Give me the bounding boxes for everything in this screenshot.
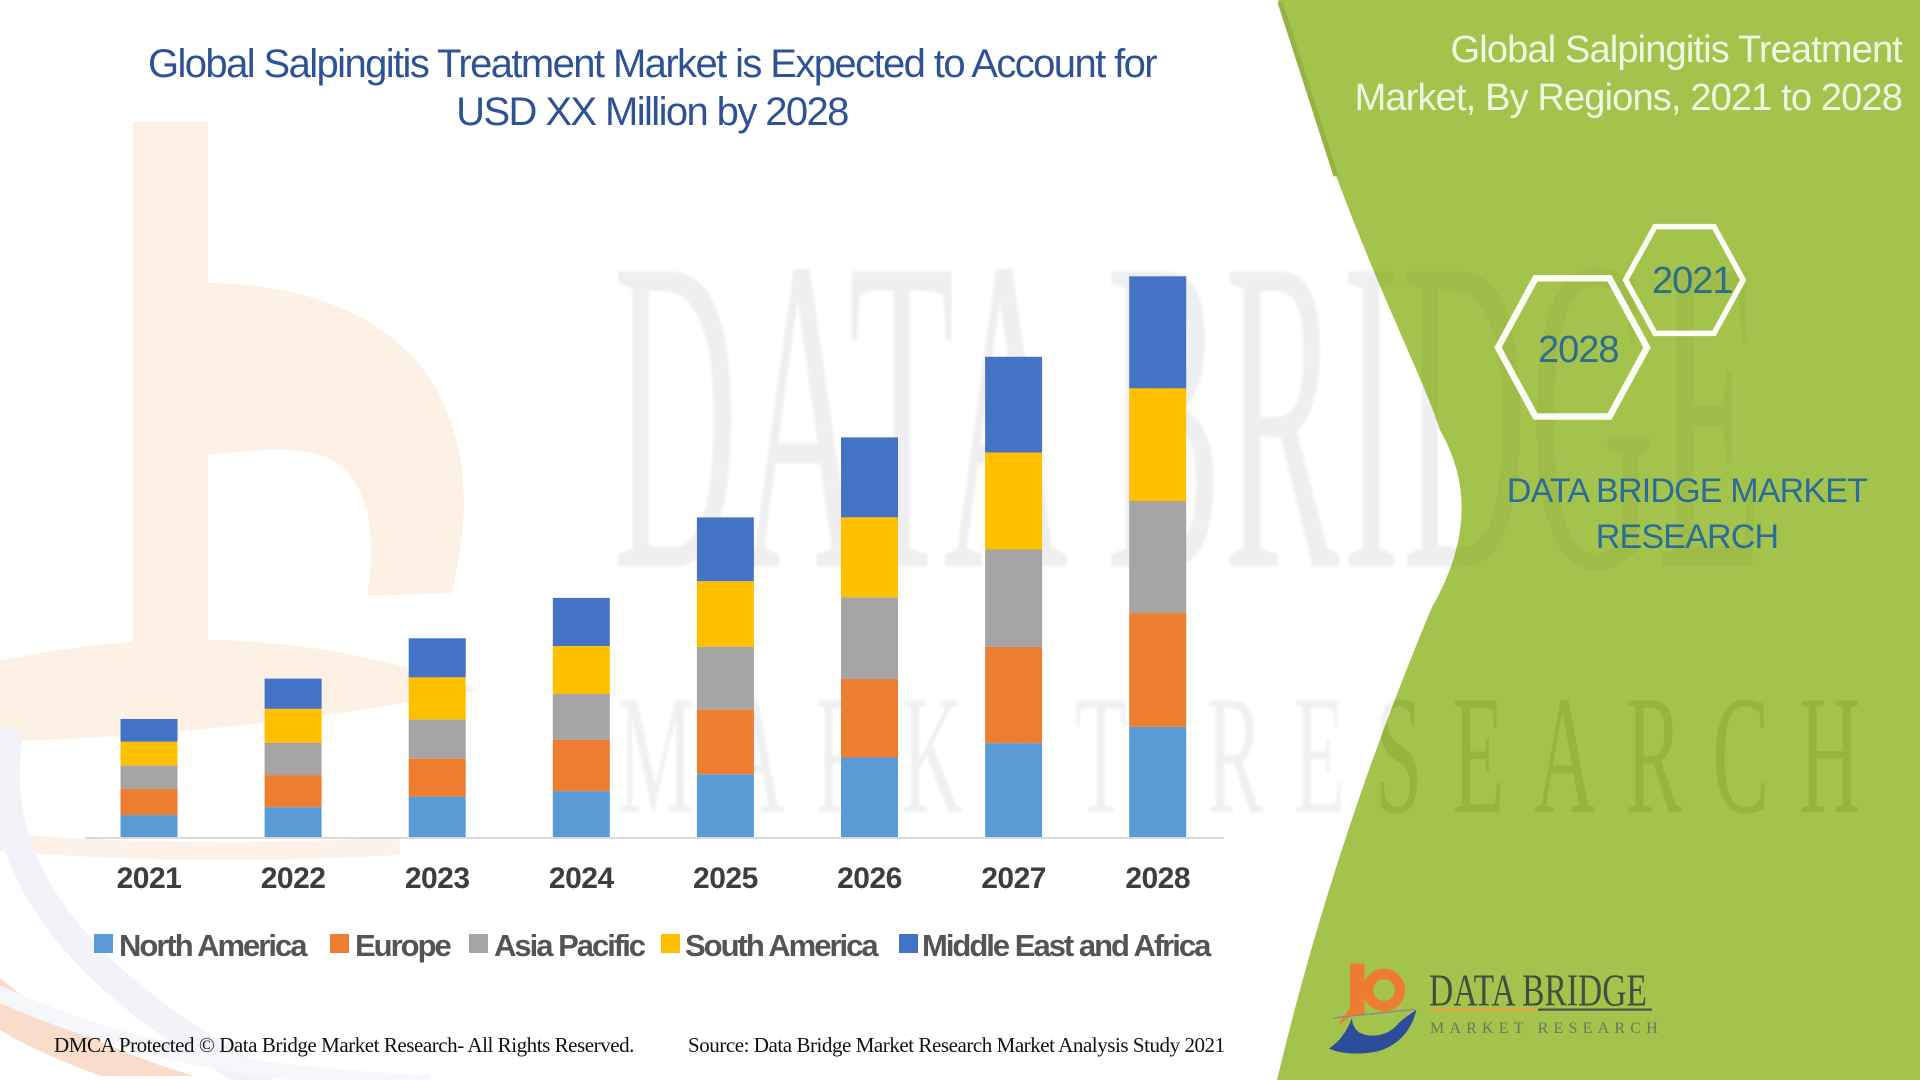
svg-text:DATA BRIDGE: DATA BRIDGE — [1429, 966, 1647, 1016]
svg-text:MARKET RESEARCH: MARKET RESEARCH — [1430, 1020, 1663, 1037]
